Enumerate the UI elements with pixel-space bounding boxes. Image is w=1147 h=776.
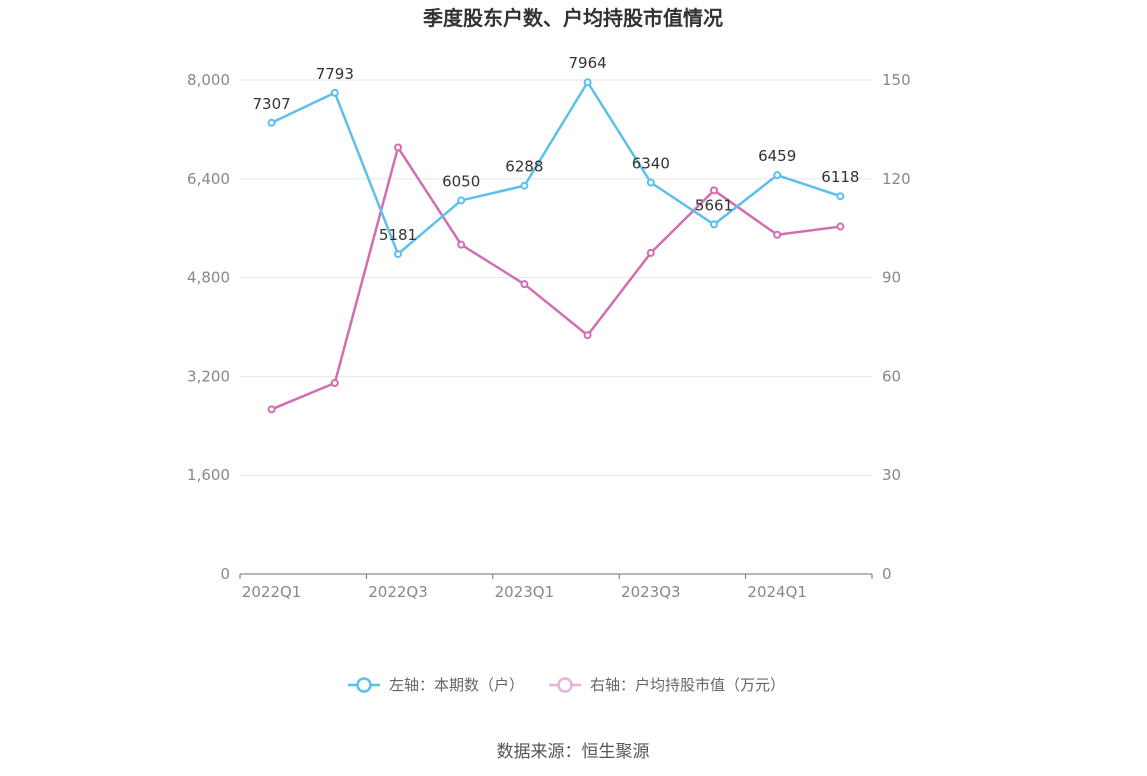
data-point [394, 143, 402, 152]
right-axis-tick-label: 90 [882, 269, 901, 287]
data-point [646, 248, 655, 257]
data-point [836, 192, 845, 201]
source-note: 数据来源：恒生聚源 [497, 742, 650, 762]
data-point [773, 230, 782, 239]
data-point [520, 181, 529, 190]
x-axis-tick-label: 2022Q1 [242, 583, 302, 601]
x-axis-tick-label: 2024Q1 [747, 583, 807, 601]
data-point [267, 118, 276, 127]
left-axis-tick-label: 3,200 [187, 367, 230, 385]
legend-item-avg-value: 右轴：户均持股市值（万元） [549, 676, 785, 694]
left-axis-tick-label: 0 [220, 565, 230, 583]
right-axis-tick-label: 120 [882, 170, 911, 188]
data-point [583, 78, 592, 87]
legend-marker [356, 677, 372, 693]
data-point [710, 186, 718, 195]
left-axis-tick-label: 8,000 [187, 71, 230, 89]
data-label: 6340 [632, 155, 670, 173]
right-axis-tick-label: 150 [882, 71, 911, 89]
data-point [646, 178, 655, 187]
data-label: 5181 [379, 226, 417, 244]
data-point [457, 240, 466, 249]
data-label: 7307 [253, 95, 291, 113]
legend-label: 左轴：本期数（户） [389, 676, 524, 694]
data-label: 6118 [821, 168, 859, 186]
series-line-avg-value [271, 146, 841, 411]
series-layer [267, 78, 845, 414]
data-point [394, 250, 402, 259]
grid-lines [240, 79, 872, 476]
chart-title: 季度股东户数、户均持股市值情况 [422, 6, 723, 30]
x-axis-tick-label: 2023Q3 [621, 583, 681, 601]
data-label: 7964 [569, 54, 607, 72]
left-axis-tick-label: 4,800 [187, 269, 230, 287]
x-axis-tick-label: 2023Q1 [495, 583, 555, 601]
legend: 左轴：本期数（户） 右轴：户均持股市值（万元） [348, 676, 785, 694]
data-point [836, 222, 845, 231]
right-axis-tick-label: 30 [882, 466, 901, 484]
data-point [330, 378, 339, 387]
data-point [457, 196, 466, 205]
data-point [583, 331, 592, 340]
data-labels: 7307 7793 5181 6050 6288 7964 6340 5661 6459 6118 [253, 54, 860, 244]
data-point [267, 405, 276, 414]
legend-label: 右轴：户均持股市值（万元） [590, 676, 785, 694]
data-point [520, 280, 529, 289]
x-axis-tick-label: 2022Q3 [368, 583, 428, 601]
data-point [710, 220, 718, 229]
data-point [773, 171, 782, 180]
legend-marker [557, 677, 573, 693]
series-line-holders [271, 80, 841, 256]
data-label: 5661 [695, 196, 733, 214]
axes: 0 1,600 3,200 4,800 6,400 8,000 0 30 60 90 120 150 2… [187, 71, 911, 601]
data-point [330, 88, 339, 97]
right-axis-tick-label: 0 [882, 565, 892, 583]
data-label: 7793 [316, 65, 354, 83]
left-axis-tick-label: 1,600 [187, 466, 230, 484]
left-axis-tick-label: 6,400 [187, 170, 230, 188]
data-label: 6288 [505, 158, 543, 176]
right-axis-tick-label: 60 [882, 367, 901, 385]
data-label: 6459 [758, 147, 796, 165]
data-label: 6050 [442, 172, 480, 190]
legend-item-holders: 左轴：本期数（户） [348, 676, 524, 694]
